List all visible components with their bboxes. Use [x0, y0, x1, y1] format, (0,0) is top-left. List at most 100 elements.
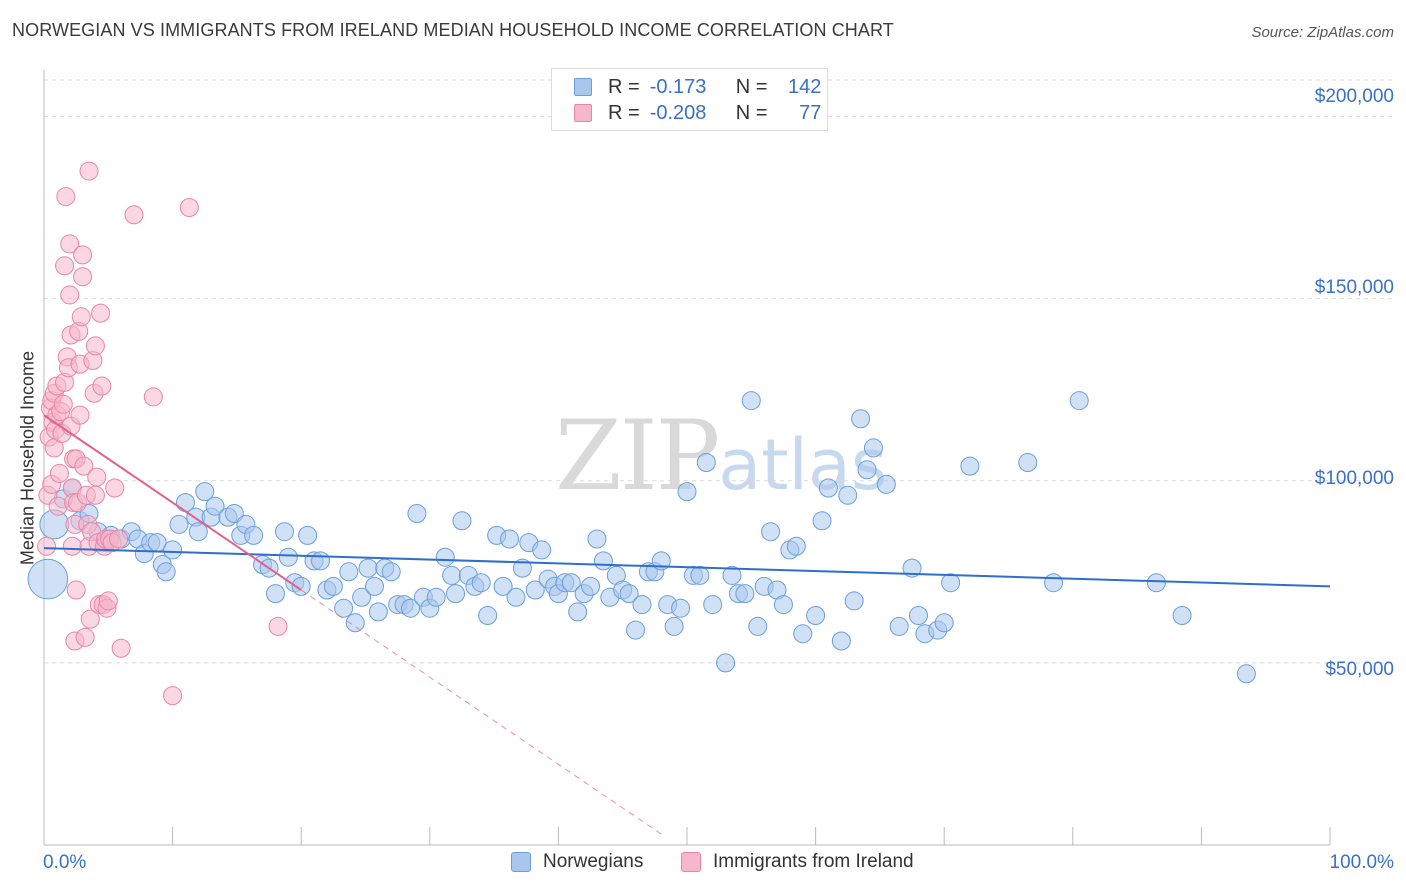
norwegians-point-118: [838, 485, 858, 505]
norwegians-point-117: [831, 631, 851, 651]
norwegians-point-130: [941, 573, 961, 593]
ireland-point-45: [79, 161, 99, 181]
norwegians-point-70: [512, 558, 532, 578]
ireland-point-0: [37, 536, 57, 556]
norwegians-point-96: [677, 482, 697, 502]
r-value: -0.208: [649, 101, 707, 124]
norwegians-point-73: [532, 540, 552, 560]
ireland-point-52: [85, 485, 105, 505]
norwegians-point-17: [163, 540, 183, 560]
norwegians-point-34: [278, 547, 298, 567]
norwegians-point-129: [934, 613, 954, 633]
ireland-point-23: [60, 285, 80, 305]
y-tick-label-100000: $100,000: [1314, 468, 1394, 489]
ireland-point-27: [62, 536, 82, 556]
x-tick-label-max: 100.0%: [1329, 852, 1394, 873]
legend-row-norwegians: R = -0.173 N = 142: [574, 75, 821, 99]
ireland-point-38: [71, 307, 91, 327]
norwegians-point-47: [365, 576, 385, 596]
norwegians-point-21: [188, 522, 208, 542]
norwegians-point-119: [844, 591, 864, 611]
ireland-point-16: [53, 394, 73, 414]
ireland-point-68: [124, 205, 144, 225]
norwegians-point-64: [471, 573, 491, 593]
norwegians-point-36: [291, 576, 311, 596]
ireland-point-71: [179, 198, 199, 217]
ireland-point-57: [92, 376, 112, 396]
norwegians-point-100: [703, 595, 723, 615]
ireland-point-41: [74, 456, 94, 476]
norwegians-point-133: [1044, 573, 1064, 593]
norwegians-swatch: [574, 78, 592, 96]
y-axis-title: Median Household Income: [17, 350, 38, 566]
norwegians-point-72: [525, 580, 545, 600]
norwegians-point-123: [876, 474, 896, 494]
ireland-point-69: [143, 387, 163, 407]
norwegians-point-88: [626, 620, 646, 640]
norwegians-point-61: [452, 511, 472, 531]
norwegians-point-95: [671, 598, 691, 618]
norwegians-point-81: [581, 576, 601, 596]
ireland-point-65: [105, 478, 125, 498]
ireland-point-51: [85, 336, 105, 356]
norwegians-point-59: [442, 565, 462, 585]
norwegians-point-89: [632, 595, 652, 615]
norwegians-point-37: [298, 525, 318, 545]
norwegians-point-60: [446, 584, 466, 604]
n-label: N =: [735, 101, 768, 124]
norwegians-point-22: [195, 482, 215, 502]
norwegians-point-121: [857, 460, 877, 480]
ireland-point-22: [60, 234, 80, 254]
norwegians-point-16: [156, 562, 176, 582]
ireland-trend-extension: [300, 589, 662, 835]
norwegians-point-57: [426, 587, 446, 607]
norwegians-point-124: [889, 616, 909, 636]
y-tick-label-150000: $150,000: [1314, 277, 1394, 298]
norwegians-point-78: [561, 573, 581, 593]
norwegians-point-32: [265, 584, 285, 604]
norwegians-point-82: [587, 529, 607, 549]
norwegians-point-116: [818, 478, 838, 498]
ireland-point-56: [91, 303, 111, 323]
norwegians-point-29: [244, 525, 264, 545]
ireland-point-53: [87, 467, 107, 487]
norwegians-legend-swatch: [511, 852, 531, 872]
norwegians-point-24: [205, 496, 225, 516]
norwegians-point-67: [493, 576, 513, 596]
norwegians-point-126: [908, 606, 928, 625]
r-value: -0.173: [649, 75, 707, 98]
correlation-legend: R = -0.173 N = 142 R = -0.208 N = 77: [551, 68, 828, 131]
norwegians-trend-line: [43, 547, 1331, 588]
ireland-point-40: [73, 245, 93, 265]
ireland-legend-swatch: [681, 852, 701, 872]
ireland-point-19: [56, 187, 76, 207]
norwegians-point-106: [748, 616, 768, 636]
norwegians-point-137: [1236, 664, 1256, 684]
norwegians-point-50: [381, 562, 401, 582]
norwegians-point-114: [806, 606, 826, 625]
norwegians-point-83: [593, 551, 613, 571]
norwegians-point-98: [690, 565, 710, 585]
legend-item-norwegians[interactable]: Norwegians: [511, 851, 643, 873]
norwegians-point-45: [352, 587, 372, 607]
ireland-point-13: [49, 463, 69, 483]
ireland-point-67: [111, 638, 131, 658]
x-tick-label-min: 0.0%: [43, 852, 87, 873]
norwegians-point-0: [27, 558, 69, 600]
norwegians-point-125: [902, 558, 922, 578]
ireland-point-37: [70, 405, 90, 425]
n-label: N =: [735, 75, 768, 98]
ireland-point-42: [75, 627, 95, 647]
norwegians-point-105: [741, 391, 761, 411]
norwegians-point-87: [619, 584, 639, 604]
legend-item-ireland[interactable]: Immigrants from Ireland: [681, 851, 914, 873]
norwegians-point-94: [664, 616, 684, 636]
r-label: R =: [608, 101, 640, 124]
n-value: 77: [799, 101, 822, 124]
ireland-point-32: [66, 580, 86, 600]
norwegians-point-108: [761, 522, 781, 542]
norwegians-point-44: [345, 613, 365, 633]
legend-label-ireland: Immigrants from Ireland: [713, 851, 914, 872]
y-tick-label-50000: $50,000: [1325, 659, 1394, 680]
